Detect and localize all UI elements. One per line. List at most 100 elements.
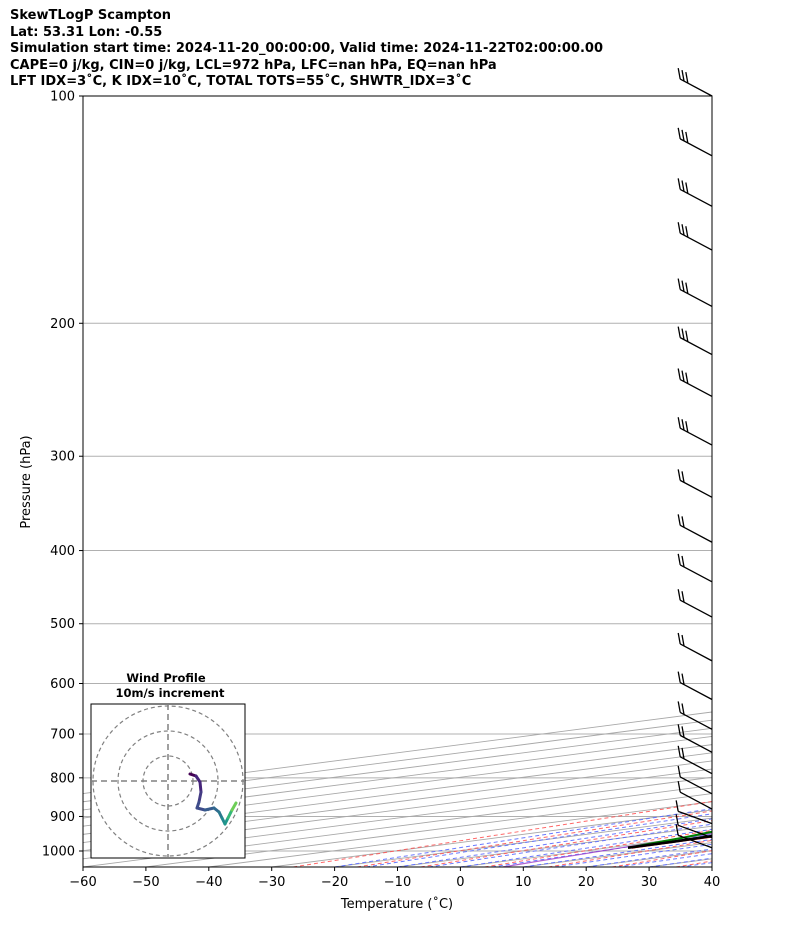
x-axis-label: Temperature (˚C) <box>340 896 453 912</box>
wind-barb <box>677 765 713 795</box>
isotherm <box>334 817 712 867</box>
isotherm <box>208 801 712 867</box>
wind-barb <box>677 417 713 446</box>
dry-adiabat <box>675 860 712 867</box>
hodograph-segment <box>198 780 203 794</box>
y-axis-ticks: 100 200 300 400 500 600 700 800 900 1000 <box>42 90 83 860</box>
isotherm <box>83 727 712 811</box>
dry-adiabat <box>356 810 712 867</box>
inset-subtitle: 10m/s increment <box>116 686 225 700</box>
x-tick-label: 10 <box>515 875 532 890</box>
chart-header: SkewTLogP Scampton Lat: 53.31 Lon: -0.55… <box>10 8 603 91</box>
moist-adiabat <box>586 848 712 867</box>
wind-barb <box>677 514 713 543</box>
x-tick-label: −20 <box>321 875 348 890</box>
dry-adiabat <box>548 839 712 867</box>
x-tick-label: 40 <box>704 875 721 890</box>
isotherm <box>460 833 712 867</box>
reference-curve <box>502 832 712 867</box>
wind-barb <box>677 67 713 97</box>
x-tick-label: 20 <box>578 875 595 890</box>
y-tick-label: 200 <box>50 317 75 332</box>
inset-title: Wind Profile <box>126 671 206 685</box>
wind-barb <box>677 178 713 207</box>
parcel-line <box>627 834 712 849</box>
y-tick-label: 1000 <box>42 845 75 860</box>
wind-barb <box>677 127 713 157</box>
wind-barbs <box>675 67 713 849</box>
moist-adiabat <box>617 853 712 867</box>
cape-cin-shading <box>628 836 712 848</box>
temperature-line <box>631 835 712 849</box>
x-tick-label: −40 <box>195 875 222 890</box>
wind-barb <box>677 745 713 775</box>
x-tick-label: 0 <box>456 875 464 890</box>
moist-adiabat <box>460 828 712 867</box>
wind-barb <box>677 222 713 251</box>
isotherm <box>83 711 712 795</box>
station-title: SkewTLogP Scampton <box>10 8 172 23</box>
moist-adiabats <box>334 808 712 867</box>
moist-adiabat <box>366 813 712 867</box>
x-tick-label: −60 <box>69 875 96 890</box>
dewpoint-line <box>627 830 712 849</box>
x-tick-label: −10 <box>384 875 411 890</box>
isotherm <box>649 858 712 867</box>
wind-barb <box>677 724 713 753</box>
x-tick-label: −30 <box>258 875 285 890</box>
moist-adiabat <box>554 843 712 867</box>
y-tick-label: 100 <box>50 90 75 105</box>
dry-adiabat <box>293 800 712 867</box>
wind-barb <box>677 632 713 662</box>
x-tick-label: −50 <box>132 875 159 890</box>
stability-indices-1: CAPE=0 j/kg, CIN=0 j/kg, LCL=972 hPa, LF… <box>10 57 497 73</box>
isotherm <box>83 736 712 819</box>
wind-barb <box>677 671 713 701</box>
y-tick-label: 700 <box>50 728 75 743</box>
skewed-isotherms <box>83 96 794 867</box>
station-location: Lat: 53.31 Lon: -0.55 <box>10 24 163 40</box>
wind-barb <box>675 800 713 825</box>
dry-adiabat <box>420 820 712 867</box>
stability-indices-2: LFT IDX=3˚C, K IDX=10˚C, TOTAL TOTS=55˚C… <box>10 74 472 89</box>
wind-barb <box>677 553 713 583</box>
moist-adiabat <box>649 857 712 867</box>
x-axis-ticks: −60 −50 −40 −30 −20 −10 0 10 20 30 40 <box>69 867 720 890</box>
wind-barb <box>675 814 713 839</box>
isotherm <box>775 96 794 867</box>
moist-adiabat <box>428 823 712 867</box>
x-tick-label: 30 <box>641 875 658 890</box>
hodograph-segment <box>230 801 238 812</box>
moist-adiabat <box>334 808 712 867</box>
wind-profile-inset: Wind Profile 10m/s increment <box>90 671 246 859</box>
y-tick-label: 300 <box>50 450 75 465</box>
dry-adiabat <box>740 96 794 867</box>
y-tick-label: 900 <box>50 810 75 825</box>
moist-adiabat <box>680 862 712 867</box>
y-tick-label: 500 <box>50 617 75 632</box>
hodograph-segment <box>197 790 203 804</box>
wind-barb <box>677 701 713 730</box>
wind-barb <box>677 368 713 398</box>
simulation-times: Simulation start time: 2024-11-20_00:00:… <box>10 41 603 56</box>
dry-adiabat <box>612 850 712 867</box>
y-axis-label: Pressure (hPa) <box>19 435 34 528</box>
isotherm <box>586 850 712 867</box>
profile-lines <box>502 830 712 867</box>
y-tick-label: 800 <box>50 771 75 786</box>
wind-barb <box>675 824 713 849</box>
hodograph-ring <box>117 730 219 832</box>
hodograph-segment <box>203 806 216 812</box>
cin-shading <box>628 836 712 848</box>
wind-barb <box>677 278 713 308</box>
wind-barb <box>677 781 713 810</box>
wind-barb <box>677 469 713 498</box>
isotherm <box>83 719 712 803</box>
y-tick-label: 400 <box>50 544 75 559</box>
wind-barb <box>677 326 713 356</box>
isotherm <box>711 866 712 867</box>
y-tick-label: 600 <box>50 677 75 692</box>
wind-barb <box>677 589 713 618</box>
dry-adiabats <box>293 96 794 867</box>
